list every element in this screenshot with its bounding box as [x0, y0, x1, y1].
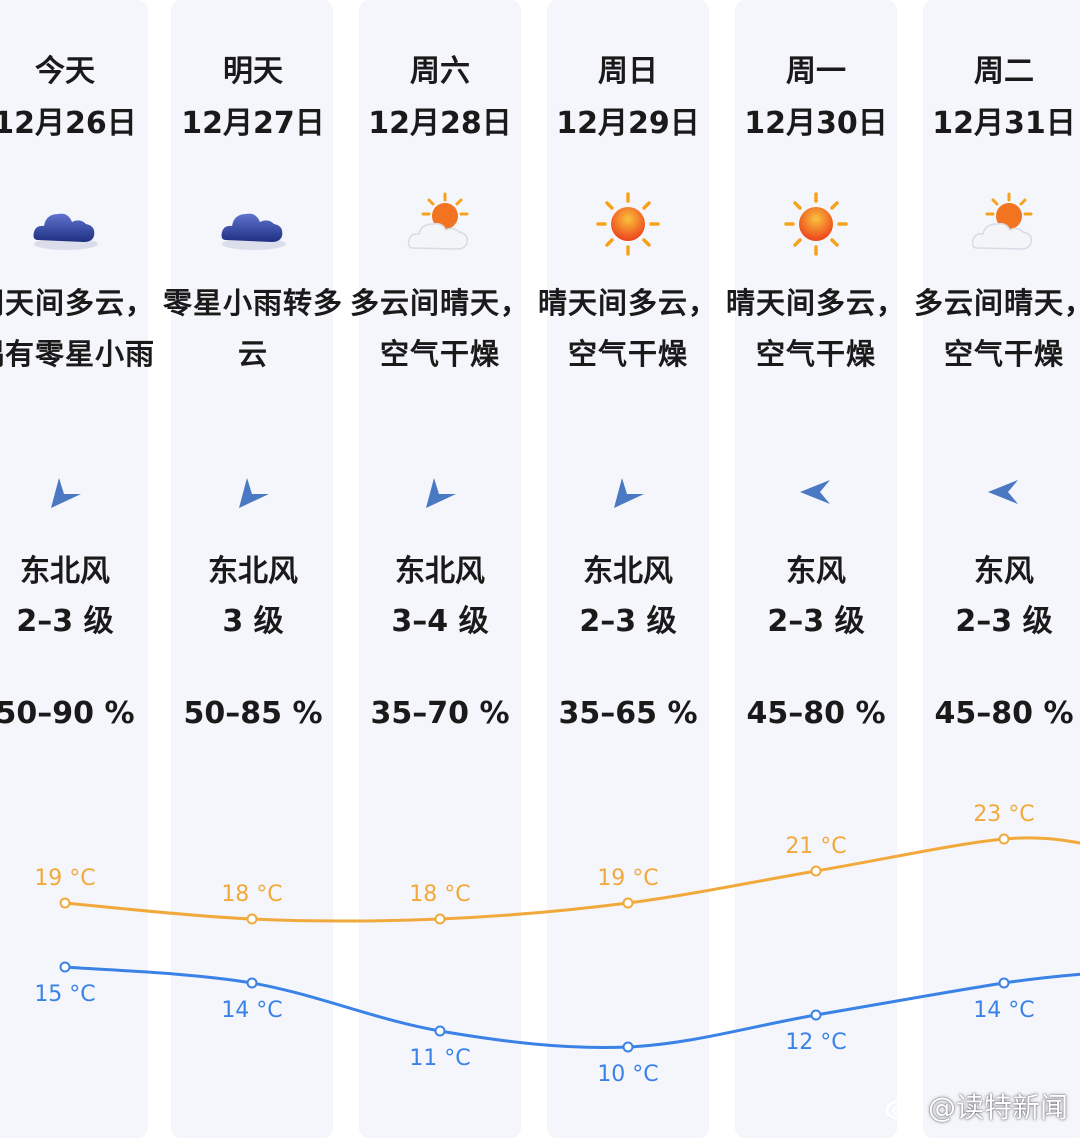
low-temp-point	[998, 977, 1010, 989]
day-column-bg	[0, 0, 148, 1138]
wind-direction: 东风	[974, 554, 1034, 589]
wind-level: 3–4 级	[391, 604, 489, 639]
day-name: 周一	[786, 54, 846, 89]
low-temp-label: 14 °C	[973, 998, 1034, 1023]
high-temp-label: 19 °C	[34, 866, 95, 891]
wind-direction: 东风	[786, 554, 846, 589]
day-column: 周二 12月31日 多云间晴天，空气干燥 东风 2–3 级 45–80 %	[910, 0, 1080, 760]
weather-description: 多云间晴天，空气干燥	[914, 286, 1080, 371]
northeast-wind-arrow-icon	[426, 478, 456, 508]
watermark-text: @读特新闻	[927, 1091, 1068, 1124]
day-date: 12月26日	[0, 106, 137, 141]
day-date: 12月29日	[556, 106, 700, 141]
high-temp-label: 18 °C	[409, 882, 470, 907]
day-column: 周六 12月28日 多云间晴天，空气干燥 东北风 3–4 级 35–70 %	[346, 0, 534, 760]
humidity-range: 35–70 %	[370, 696, 510, 731]
low-temp-point	[622, 1041, 634, 1053]
day-name: 明天	[223, 54, 283, 89]
low-temp-point	[246, 977, 258, 989]
day-date: 12月28日	[368, 106, 512, 141]
low-temp-point	[810, 1009, 822, 1021]
day-name: 今天	[35, 54, 95, 89]
wind-level: 2–3 级	[579, 604, 677, 639]
partly-cloudy-icon	[971, 192, 1033, 250]
day-column: 周日 12月29日 晴天间多云，空气干燥	[534, 0, 722, 760]
high-temp-point	[246, 913, 258, 925]
overcast-cloud-icon	[221, 213, 286, 250]
day-column: 明天 12月27日 零星小雨转多云 东北风 3 级 50–85 %	[159, 0, 347, 760]
weather-description: 晴天间多云，空气干燥	[726, 286, 907, 371]
day-date: 12月27日	[181, 106, 325, 141]
high-temp-point	[810, 865, 822, 877]
day-column: 今天 12月26日 阴天间多云，偶有零星小雨 东北风 2–3 级 50–90 %	[0, 0, 159, 760]
wind-direction: 东北风	[395, 554, 485, 589]
day-column-bg	[359, 0, 521, 1138]
day-column-bg	[735, 0, 897, 1138]
day-name: 周六	[410, 54, 470, 89]
high-temp-label: 21 °C	[785, 834, 846, 859]
east-wind-arrow-icon	[988, 480, 1018, 504]
overcast-cloud-icon	[33, 213, 98, 250]
sunny-icon	[784, 192, 848, 256]
day-date: 12月31日	[932, 106, 1076, 141]
weather-description: 零星小雨转多云	[163, 286, 344, 371]
watermark: @读特新闻	[884, 1086, 1068, 1126]
low-temp-line	[64, 965, 1080, 1050]
day-column: 周一 12月30日 晴天间多云，空气干燥	[722, 0, 910, 760]
low-temp-label: 10 °C	[597, 1062, 658, 1087]
wind-level: 3 级	[222, 604, 284, 639]
wind-level: 2–3 级	[16, 604, 114, 639]
wind-level: 2–3 级	[955, 604, 1053, 639]
northeast-wind-arrow-icon	[239, 478, 269, 508]
day-column-bg	[923, 0, 1080, 1138]
east-wind-arrow-icon	[800, 480, 830, 504]
partly-cloudy-icon	[407, 192, 469, 250]
northeast-wind-arrow-icon	[51, 478, 81, 508]
day-name: 周日	[598, 54, 658, 89]
weibo-logo-icon	[885, 1095, 922, 1121]
weather-description: 多云间晴天，空气干燥	[350, 286, 531, 371]
northeast-wind-arrow-icon	[614, 478, 644, 508]
wind-level: 2–3 级	[767, 604, 865, 639]
low-temp-label: 14 °C	[221, 998, 282, 1023]
humidity-range: 50–90 %	[0, 696, 135, 731]
humidity-range: 35–65 %	[558, 696, 698, 731]
wind-direction: 东北风	[20, 554, 110, 589]
sunny-icon	[596, 192, 660, 256]
low-temp-label: 11 °C	[409, 1046, 470, 1071]
high-temp-label: 18 °C	[221, 882, 282, 907]
day-column-bg	[547, 0, 709, 1138]
low-temp-point	[59, 961, 71, 973]
low-temp-label: 12 °C	[785, 1030, 846, 1055]
high-temp-label: 23 °C	[973, 802, 1034, 827]
wind-direction: 东北风	[208, 554, 298, 589]
high-temp-point	[434, 913, 446, 925]
high-temp-point	[998, 833, 1010, 845]
weather-description: 阴天间多云，偶有零星小雨	[0, 286, 156, 371]
high-temp-point	[59, 897, 71, 909]
wind-direction: 东北风	[583, 554, 673, 589]
day-column-bg	[171, 0, 333, 1138]
humidity-range: 45–80 %	[934, 696, 1074, 731]
temperature-chart: 19 °C 18 °C 18 °C 19 °C 21 °C 23 °C 15 °C 14 °C…	[34, 802, 1080, 1087]
high-temp-line	[64, 836, 1080, 923]
high-temp-point	[622, 897, 634, 909]
weather-description: 晴天间多云，空气干燥	[538, 286, 719, 371]
humidity-range: 50–85 %	[183, 696, 323, 731]
humidity-range: 45–80 %	[746, 696, 886, 731]
day-name: 周二	[974, 54, 1034, 89]
low-temp-label: 15 °C	[34, 982, 95, 1007]
day-date: 12月30日	[744, 106, 888, 141]
low-temp-point	[434, 1025, 446, 1037]
high-temp-label: 19 °C	[597, 866, 658, 891]
